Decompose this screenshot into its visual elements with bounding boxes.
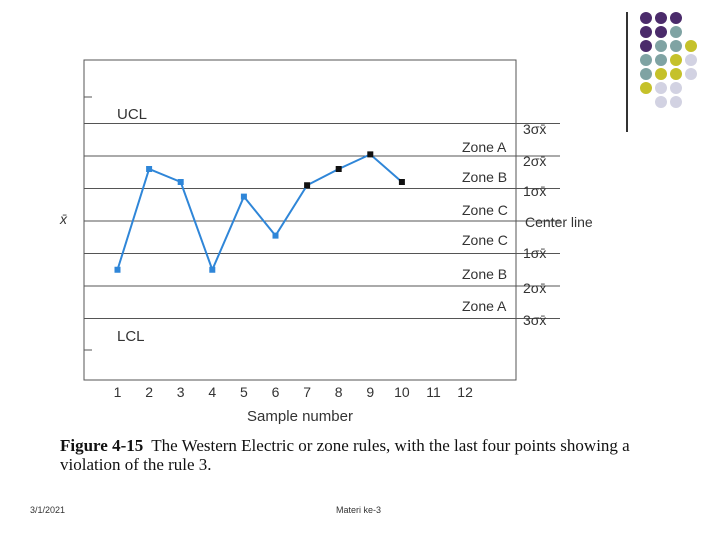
zone-label: Zone A [462, 298, 507, 314]
decorative-dot [640, 54, 652, 66]
x-tick-label: 12 [457, 384, 473, 400]
figure-caption-text: The Western Electric or zone rules, with… [60, 436, 630, 474]
sigma-label: 2σx̄ [523, 153, 546, 169]
decorative-dot [640, 12, 652, 24]
figure-caption: Figure 4-15 The Western Electric or zone … [60, 436, 630, 474]
zone-label: Zone A [462, 139, 507, 155]
x-tick-label: 10 [394, 384, 410, 400]
x-tick-label: 5 [240, 384, 248, 400]
center-line-label: Center line [525, 214, 593, 230]
decorative-dot [670, 40, 682, 52]
data-point [177, 179, 184, 185]
decorative-dot [685, 40, 697, 52]
figure-label: Figure 4-15 [60, 436, 144, 455]
decorative-dot [670, 26, 682, 38]
decorative-dot [655, 54, 667, 66]
data-point [114, 266, 121, 273]
x-tick-label: 11 [426, 384, 441, 400]
lcl-label: LCL [117, 328, 145, 345]
x-tick-label: 1 [114, 384, 122, 400]
decorative-dot [685, 68, 697, 80]
data-point [272, 232, 279, 239]
decorative-dot [670, 54, 682, 66]
sigma-label: 1σx̄ [523, 183, 546, 199]
y-axis-label: x̄ [59, 211, 68, 227]
series-line [116, 153, 403, 273]
x-tick-label: 8 [335, 384, 343, 400]
zone-label: Zone C [462, 202, 508, 218]
decorative-dot [655, 40, 667, 52]
x-tick-label: 4 [208, 384, 216, 400]
footer-date: 3/1/2021 [30, 505, 66, 515]
sigma-label: 2σx̄ [523, 280, 546, 296]
decorative-dot [655, 96, 667, 108]
violation-data-point [398, 179, 405, 185]
violation-data-point [304, 182, 311, 189]
decorative-dot [640, 40, 652, 52]
decorative-dot [670, 68, 682, 80]
x-axis-label: Sample number [247, 408, 353, 425]
data-point [240, 193, 247, 200]
zone-label: Zone B [462, 266, 507, 282]
sigma-label: 3σx̄ [523, 121, 546, 137]
violation-data-point [367, 151, 374, 158]
decorative-dot [670, 96, 682, 108]
sigma-label: 1σx̄ [523, 245, 546, 261]
x-tick-label: 9 [366, 384, 374, 400]
ucl-label: UCL [117, 106, 147, 123]
x-tick-label: 2 [145, 384, 153, 400]
data-point [146, 166, 153, 172]
plot-frame [83, 59, 517, 381]
decorative-dot [685, 54, 697, 66]
x-tick-label: 7 [303, 384, 311, 400]
decorative-dot [655, 12, 667, 24]
decorative-dot [640, 68, 652, 80]
decorative-dot [655, 26, 667, 38]
violation-data-point [335, 166, 342, 172]
decorative-dot [640, 82, 652, 94]
decorative-dot [670, 12, 682, 24]
decorative-dot [655, 82, 667, 94]
decorative-dot [655, 68, 667, 80]
x-tick-label: 3 [177, 384, 185, 400]
zone-label: Zone C [462, 232, 508, 248]
decorative-divider [626, 12, 628, 132]
sigma-label: 3σx̄ [523, 312, 546, 328]
footer-title: Materi ke-3 [336, 505, 382, 515]
zone-label: Zone B [462, 169, 507, 185]
decorative-dot [670, 82, 682, 94]
decorative-dot [640, 26, 652, 38]
data-point [209, 266, 216, 273]
x-tick-label: 6 [272, 384, 280, 400]
